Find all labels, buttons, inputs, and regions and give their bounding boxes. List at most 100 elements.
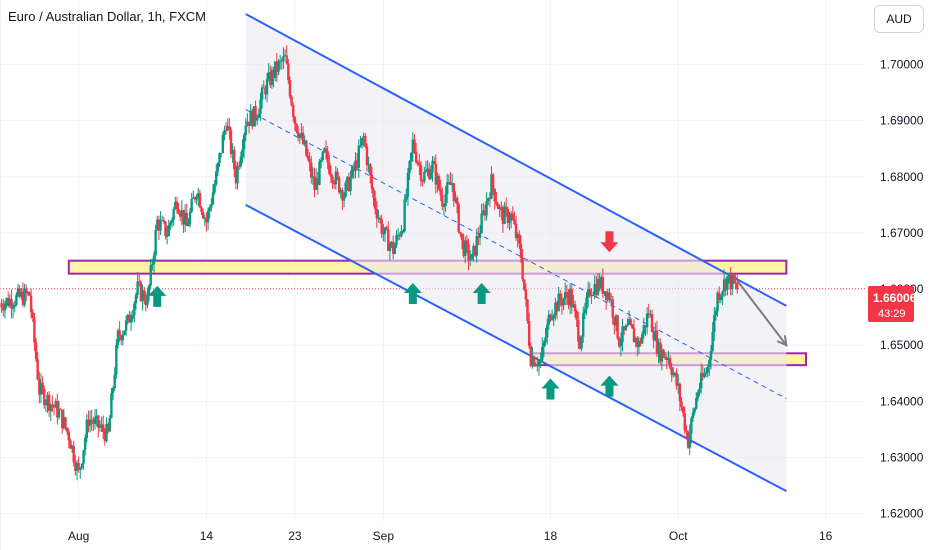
candle-body xyxy=(102,424,105,432)
candle-body xyxy=(572,304,575,308)
candle-body xyxy=(518,234,521,244)
candle-body xyxy=(577,319,580,342)
candle-body xyxy=(23,288,26,305)
candle-body xyxy=(185,212,188,226)
candle-body xyxy=(120,336,123,341)
candle-body xyxy=(590,295,593,297)
candle-body xyxy=(133,303,136,316)
candle-body xyxy=(277,61,280,72)
candle-body xyxy=(680,401,683,408)
candle-body xyxy=(369,164,372,175)
candle-body xyxy=(47,394,51,412)
candle-body xyxy=(713,315,716,333)
candle-body xyxy=(29,295,33,313)
candle-body xyxy=(480,213,483,233)
candle-body xyxy=(406,172,410,196)
candle-body xyxy=(21,291,25,305)
candle-body xyxy=(33,317,36,343)
candle-body xyxy=(410,152,413,162)
candle-body xyxy=(413,139,416,152)
candle-body xyxy=(636,337,639,347)
candle-body xyxy=(606,292,609,301)
candle-body xyxy=(562,298,565,306)
candle-body xyxy=(709,350,713,360)
candle-body xyxy=(354,160,357,171)
candle-body xyxy=(418,162,421,166)
candle-body xyxy=(252,106,256,127)
candle-body xyxy=(59,409,62,411)
candle-body xyxy=(360,138,364,146)
candle-body xyxy=(670,367,673,376)
price-axis[interactable]: 1.700001.690001.680001.670001.660001.650… xyxy=(880,58,924,521)
candle-body xyxy=(106,423,110,432)
candle-body xyxy=(724,279,727,290)
candle-body xyxy=(274,61,277,78)
candle-body xyxy=(134,294,138,304)
candle-body xyxy=(467,244,470,261)
candle-body xyxy=(516,234,519,239)
candle-body xyxy=(3,303,7,311)
candle-body xyxy=(367,164,370,166)
time-axis[interactable]: Aug 14 23 Sep 18 Oct 16 xyxy=(68,529,833,543)
candle-body xyxy=(454,197,457,202)
candle-body xyxy=(85,419,89,439)
candle-body xyxy=(342,196,346,201)
candle-body xyxy=(529,345,532,366)
candle-body xyxy=(511,213,514,220)
candle-body xyxy=(591,294,595,296)
candle-body xyxy=(563,292,567,299)
candle-body xyxy=(0,303,3,308)
currency-button[interactable]: AUD xyxy=(874,5,924,33)
candle-body xyxy=(547,314,551,325)
candle-body xyxy=(380,219,383,234)
y-tick-label: 1.68000 xyxy=(880,170,924,184)
candle-body xyxy=(103,431,107,441)
candle-body xyxy=(631,324,634,329)
candle-body xyxy=(167,225,170,236)
candle-body xyxy=(531,356,534,366)
candle-body xyxy=(588,288,591,296)
candle-body xyxy=(300,132,303,135)
candle-body xyxy=(442,205,446,207)
candle-body xyxy=(673,372,677,374)
candle-body xyxy=(496,204,500,209)
candle-body xyxy=(25,288,28,294)
candle-body xyxy=(703,373,706,378)
candle-body xyxy=(46,394,49,404)
candle-body xyxy=(672,373,675,376)
x-tick-label: Aug xyxy=(68,529,89,543)
candle-body xyxy=(192,197,195,199)
candle-body xyxy=(483,210,487,216)
candle-body xyxy=(124,320,128,331)
candle-body xyxy=(527,320,531,346)
candle-body xyxy=(328,162,331,174)
candle-body xyxy=(16,288,20,296)
candle-body xyxy=(287,63,290,81)
candle-body xyxy=(565,292,569,297)
candle-body xyxy=(365,146,369,166)
candle-body xyxy=(493,188,496,202)
candle-body xyxy=(509,213,513,221)
candle-body xyxy=(267,72,270,80)
candle-body xyxy=(282,55,285,62)
candle-body xyxy=(704,372,708,374)
candle-body xyxy=(182,209,185,225)
candle-body xyxy=(455,197,459,205)
candle-body xyxy=(139,282,143,301)
candle-body xyxy=(75,463,79,471)
candle-body xyxy=(395,235,398,246)
candle-body xyxy=(213,184,216,193)
candle-body xyxy=(359,145,362,147)
candle-body xyxy=(508,220,511,224)
candle-body xyxy=(559,293,562,301)
current-price-tag: 1.66006 43:29 xyxy=(868,286,917,322)
candle-body xyxy=(714,311,718,316)
candlestick-series xyxy=(0,45,739,481)
candle-body xyxy=(95,415,98,419)
candle-body xyxy=(411,139,415,153)
candle-body xyxy=(663,357,667,359)
up-arrow-icon xyxy=(600,375,619,397)
candle-body xyxy=(537,360,541,367)
candle-body xyxy=(208,207,211,211)
